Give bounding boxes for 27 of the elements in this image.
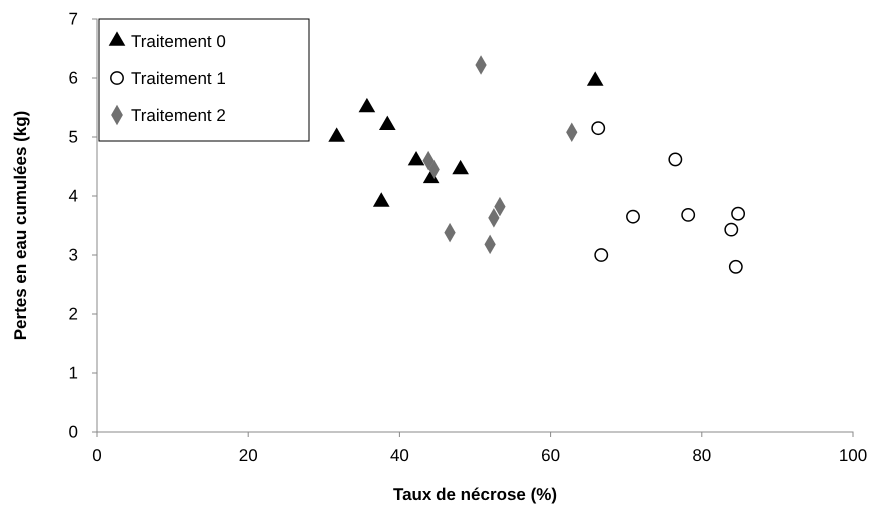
x-tick-label: 40 [390,446,409,466]
point [728,260,743,274]
point [591,121,606,136]
y-tick-label: 3 [68,245,78,264]
x-axis-title: Taux de nécrose (%) [392,485,558,504]
y-tick-label: 2 [68,304,78,324]
x-tick-label: 20 [238,446,258,466]
point [724,222,738,237]
legend-label: Traitement 1 [131,69,226,88]
y-tick-label: 0 [68,422,78,442]
x-tick-label: 80 [692,446,712,466]
point [731,206,746,221]
legend-label: Traitement 2 [131,106,226,125]
y-tick-label: 4 [68,186,78,206]
legend-label: Traitement 0 [131,32,226,51]
y-tick-label: 6 [68,68,78,88]
point [668,152,682,166]
point [626,210,640,224]
x-tick-label: 100 [838,446,868,466]
y-tick-label: 5 [68,127,78,146]
point [681,208,696,222]
x-tick-label: 60 [541,446,560,466]
x-tick-label: 0 [92,446,102,466]
point [594,248,608,262]
y-tick-label: 1 [68,363,78,382]
y-axis-title: Pertes en eau cumulées (kg) [11,110,30,340]
y-tick-label: 7 [68,9,78,28]
